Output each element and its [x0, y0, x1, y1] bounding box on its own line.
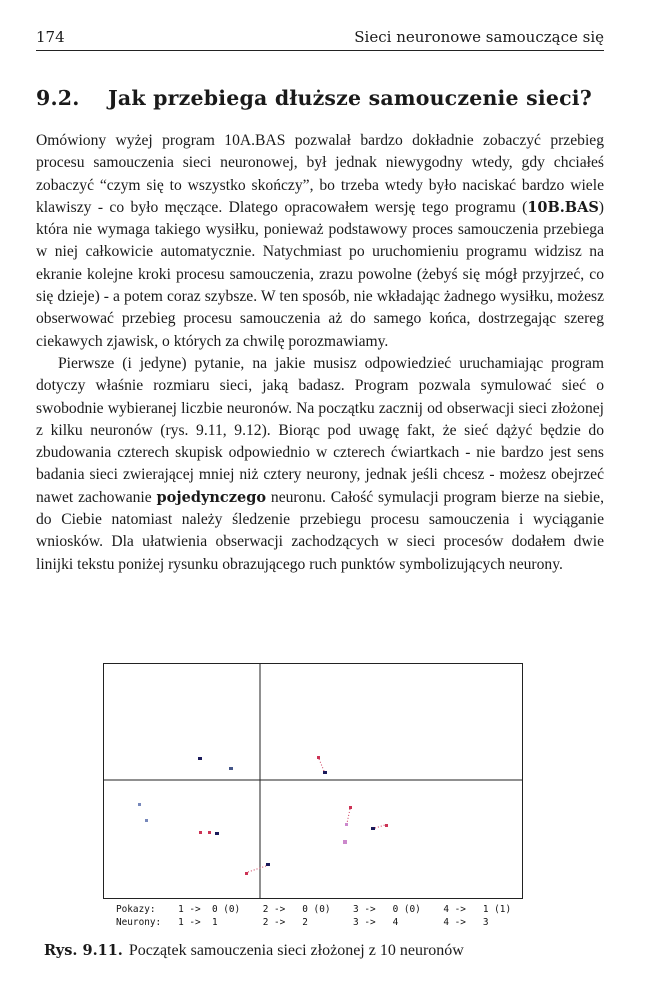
- neuron-point: [208, 831, 211, 834]
- simulation-plot: [103, 663, 523, 899]
- paragraph-1-part-2: ) która nie wymaga takiego wysiłku, poni…: [36, 198, 604, 350]
- neuron-trail: [374, 824, 386, 829]
- section-heading: 9.2. Jak przebiega dłuższe samouczenie si…: [36, 86, 592, 110]
- section-title: Jak przebiega dłuższe samouczenie sieci?: [108, 86, 592, 110]
- figure-status-lines: Pokazy: 1 -> 0 (0) 2 -> 0 (0) 3 -> 0 (0)…: [116, 903, 511, 929]
- neuron-point: [343, 840, 347, 844]
- status-line-shows: Pokazy: 1 -> 0 (0) 2 -> 0 (0) 3 -> 0 (0)…: [116, 904, 512, 915]
- simulation-figure: [103, 663, 523, 899]
- status-line-neurons: Neurony: 1 -> 1 2 -> 2 3 -> 4 4 -> 3: [116, 917, 489, 928]
- running-head: 174 Sieci neuronowe samouczące się: [36, 22, 604, 51]
- single-neuron-bold: pojedynczego: [156, 488, 267, 506]
- body-text: Omówiony wyżej program 10A.BAS pozwalał …: [36, 130, 604, 576]
- neuron-point: [323, 771, 327, 774]
- neuron-point: [345, 823, 348, 826]
- paragraph-2-part-2: neuronu. Całość symulacji program bierze…: [36, 488, 605, 573]
- neuron-trail: [346, 808, 351, 824]
- caption-label: Rys. 9.11.: [44, 942, 123, 959]
- section-number: 9.2.: [36, 86, 80, 110]
- neuron-point: [266, 863, 270, 866]
- neuron-point: [199, 831, 202, 834]
- neuron-point: [385, 824, 388, 827]
- neuron-point: [198, 757, 202, 760]
- neuron-trail: [318, 758, 325, 772]
- neuron-point: [145, 819, 148, 822]
- neuron-point: [138, 803, 141, 806]
- program-name-bold: 10B.BAS: [527, 198, 599, 216]
- neuron-trail: [247, 865, 267, 873]
- running-title: Sieci neuronowe samouczące się: [354, 28, 604, 46]
- caption-text: Początek samouczenia sieci złożonej z 10…: [128, 942, 464, 959]
- neuron-point: [215, 832, 219, 835]
- neuron-point: [245, 872, 248, 875]
- neuron-point: [317, 756, 320, 759]
- paragraph-2-part-1: Pierwsze (i jedyne) pytanie, na jakie mu…: [36, 354, 604, 506]
- paragraph-1: Omówiony wyżej program 10A.BAS pozwalał …: [36, 130, 604, 353]
- neuron-point: [371, 827, 375, 830]
- paragraph-1-part-1: Omówiony wyżej program 10A.BAS pozwalał …: [36, 132, 604, 216]
- paragraph-2: Pierwsze (i jedyne) pytanie, na jakie mu…: [36, 353, 604, 576]
- neuron-point: [349, 806, 352, 809]
- neuron-point: [229, 767, 233, 770]
- figure-caption: Rys. 9.11. Początek samouczenia sieci zło…: [44, 942, 464, 960]
- page-number: 174: [36, 28, 65, 46]
